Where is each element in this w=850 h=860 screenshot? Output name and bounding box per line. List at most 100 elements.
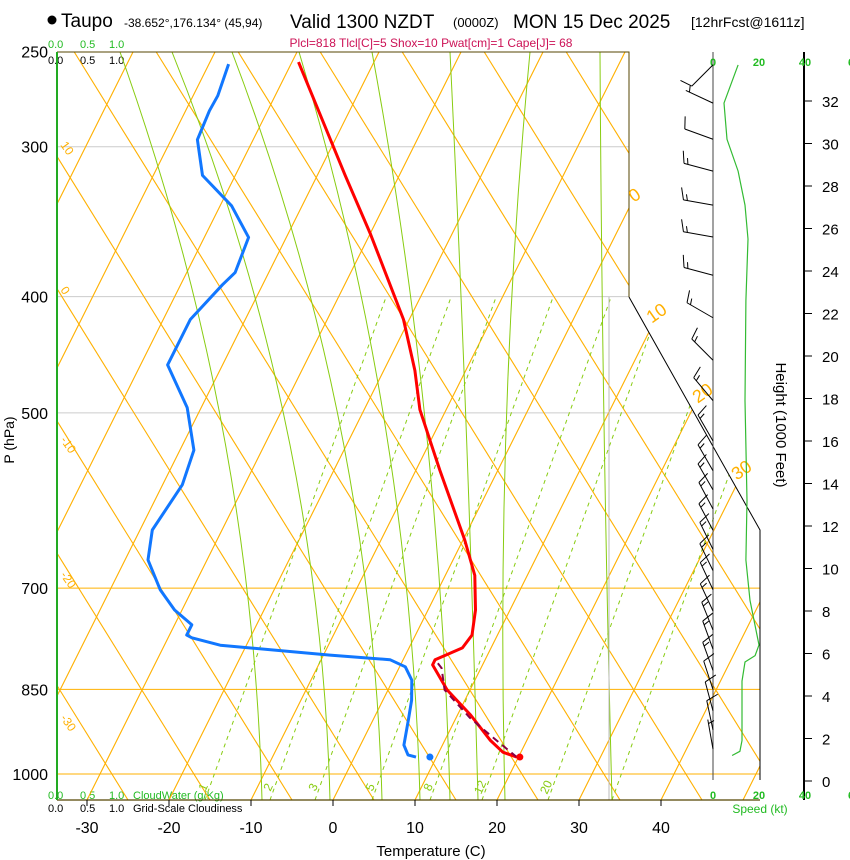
- cloudwater-tick: 1.0: [109, 39, 124, 51]
- dry-adiabat-line: [237, 52, 703, 800]
- surface-dewpoint-marker: [426, 753, 434, 761]
- speed-tick-label: 20: [753, 57, 765, 69]
- cloudwater-tick: 0.5: [80, 39, 95, 51]
- wind-barb-flag: [698, 494, 708, 505]
- mixing-ratio-line: [371, 296, 554, 800]
- height-tick-label: 0: [822, 774, 830, 791]
- wind-barb: [682, 254, 714, 276]
- isotherm-line: [57, 52, 298, 800]
- dry-adiabat-line: [57, 52, 457, 800]
- pressure-tick-label: 300: [21, 140, 48, 157]
- station-bullet-icon: [47, 15, 57, 25]
- wind-barb-staff: [702, 620, 714, 650]
- forecast-date: MON 15 Dec 2025: [513, 12, 670, 33]
- wind-barb-flag: [704, 674, 717, 683]
- wind-barb-flag: [703, 653, 715, 662]
- isotherm-line: [250, 52, 626, 800]
- wind-barb-half: [695, 375, 701, 381]
- mixing-ratio-line: [269, 296, 452, 800]
- wind-barb-half: [688, 85, 691, 93]
- mixing-ratio-label: 3: [305, 781, 321, 793]
- cloudiness-label: Grid-Scale Cloudiness: [133, 803, 243, 815]
- speed-tick-label: 0: [710, 57, 716, 69]
- wind-barb-half: [699, 462, 705, 468]
- wind-barb: [684, 116, 714, 140]
- cloudiness-tick: 1.0: [109, 55, 124, 67]
- wind-barb-flag: [693, 366, 701, 378]
- wind-barb-flag: [699, 513, 710, 523]
- cloudwater-tick: 0.5: [80, 790, 95, 802]
- speed-tick-label: 6: [848, 57, 850, 69]
- wind-barb: [682, 150, 714, 172]
- isotherm-line: [496, 52, 760, 800]
- isotherm-line: [86, 52, 462, 800]
- wind-barb-half: [694, 335, 698, 343]
- wind-barb-staff: [691, 338, 714, 361]
- wind-barb-flag: [682, 254, 685, 268]
- wind-barb: [691, 327, 714, 361]
- height-tick-label: 24: [822, 264, 839, 281]
- wind-barb-flag: [706, 693, 718, 702]
- wind-barb: [699, 513, 714, 550]
- height-tick-label: 20: [822, 349, 839, 366]
- wind-barb-staff: [703, 660, 714, 690]
- speed-tick-label: 40: [799, 790, 811, 802]
- temperature-tick-label: 30: [570, 820, 588, 837]
- wind-barb-flag: [680, 79, 693, 87]
- wind-barb-flag: [686, 290, 691, 303]
- height-tick-label: 12: [822, 519, 839, 536]
- isotherm-line: [825, 52, 850, 800]
- sounding-indices: Plcl=818 Tlcl[C]=5 Shox=10 Pwat[cm]=1 Ca…: [290, 36, 573, 50]
- cloudiness-tick: 0.0: [48, 803, 63, 815]
- pressure-tick-label: 1000: [12, 767, 48, 784]
- isotherm-line: [742, 52, 760, 800]
- isotherm-label: 10: [58, 139, 77, 158]
- wind-barb-staff: [697, 463, 714, 491]
- isotherm-label: -10: [58, 434, 80, 457]
- wind-barb-staff: [699, 522, 714, 550]
- wind-barb-half: [689, 298, 693, 305]
- wind-barb-half: [701, 542, 707, 548]
- wind-barb-flag: [699, 553, 710, 563]
- wind-barb-flag: [697, 405, 707, 416]
- temperature-tick-label: -30: [75, 820, 98, 837]
- temperature-tick-label: 0: [329, 820, 338, 837]
- pressure-tick-label: 500: [21, 406, 48, 423]
- wind-barb-half: [685, 194, 688, 201]
- isotherm-line: [660, 52, 760, 800]
- dry-adiabat-line: [155, 52, 621, 800]
- wind-barb: [704, 674, 717, 712]
- height-tick-label: 14: [822, 477, 839, 494]
- wind-barb-staff: [699, 562, 714, 590]
- isotherm-label: 10: [643, 299, 671, 327]
- wind-barb-flag: [697, 454, 707, 465]
- temperature-tick-label: 40: [652, 820, 670, 837]
- speed-tick-label: 20: [753, 790, 765, 802]
- wind-barb-staff: [683, 162, 714, 172]
- dry-adiabat-line: [483, 52, 760, 800]
- cloud-scale-top: 0.0 0.5 1.0 0.0 0.5 1.0: [48, 39, 124, 67]
- isotherm-line: [578, 52, 760, 800]
- height-tick-label: 26: [822, 222, 839, 239]
- surface-temperature-marker: [516, 753, 524, 761]
- wind-barb: [697, 405, 714, 442]
- moist-adiabat-line: [119, 52, 263, 800]
- isotherm-line: [57, 52, 134, 800]
- dewpoint-line: [146, 63, 417, 759]
- cloudiness-tick: 0.5: [80, 55, 95, 67]
- isotherm-label: 0: [58, 284, 73, 298]
- wind-barb-staff: [699, 583, 714, 612]
- wind-barb-half: [708, 720, 715, 724]
- x-axis-title: Temperature (C): [376, 843, 485, 860]
- mixing-ratio-line: [547, 296, 730, 800]
- mixing-ratio-line: [481, 296, 664, 800]
- isotherm-label: 0: [625, 184, 645, 206]
- wind-barb-staff: [683, 231, 714, 238]
- wind-barb-staff: [683, 267, 714, 276]
- wind-barb: [707, 719, 715, 750]
- y-axis-title: P (hPa): [1, 416, 17, 463]
- wind-barb-staff: [702, 642, 714, 671]
- mixing-ratio-line: [314, 296, 497, 800]
- wind-barb-staff: [697, 414, 714, 442]
- forecast-run: [12hrFcst@1611z]: [691, 14, 805, 30]
